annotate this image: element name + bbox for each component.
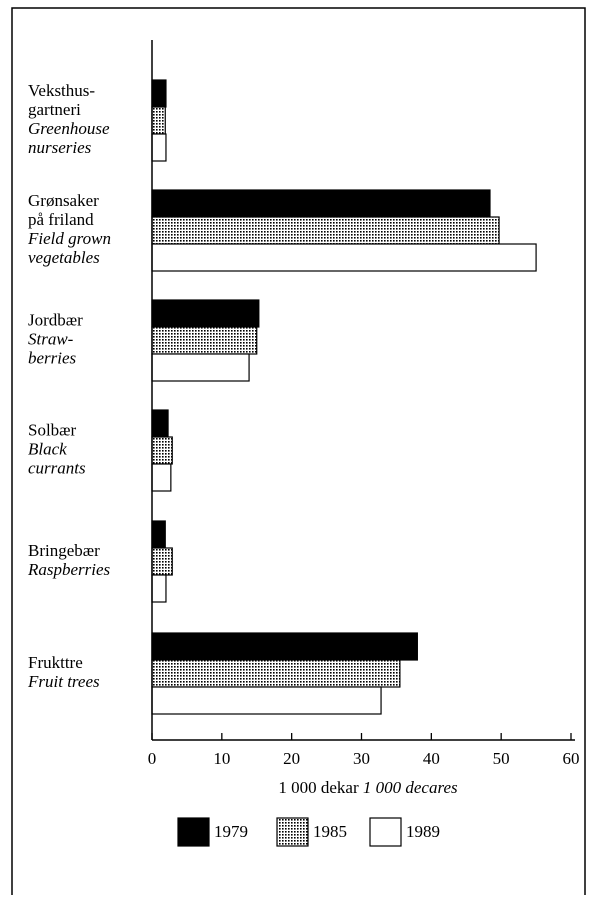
category-label: Straw- <box>28 329 74 348</box>
category-label: Field grown <box>27 229 111 248</box>
category-label: Jordbær <box>28 310 83 329</box>
category-label: Greenhouse <box>28 119 110 138</box>
x-tick-label: 0 <box>148 749 157 768</box>
legend-swatch <box>177 817 210 847</box>
category-label: berries <box>28 348 77 367</box>
category-label: Raspberries <box>27 560 111 579</box>
category-label: Black <box>28 439 67 458</box>
x-tick-label: 40 <box>423 749 440 768</box>
category-label: vegetables <box>28 248 100 267</box>
frame <box>11 7 586 895</box>
bar <box>151 189 491 218</box>
bar <box>151 686 382 715</box>
x-axis-label: 1 000 dekar 1 000 decares <box>278 778 458 797</box>
legend-swatch <box>369 817 402 847</box>
bar <box>151 216 500 245</box>
bar <box>151 326 258 355</box>
bar <box>151 106 166 135</box>
x-tick-label: 50 <box>493 749 510 768</box>
bar <box>151 574 167 603</box>
bar <box>151 243 537 272</box>
bar <box>151 659 401 688</box>
x-tick-label: 30 <box>353 749 370 768</box>
legend-label: 1989 <box>406 822 440 841</box>
x-tick-label: 10 <box>213 749 230 768</box>
x-label-english: 1 000 decares <box>363 778 458 797</box>
bar <box>151 632 418 661</box>
legend-label: 1985 <box>313 822 347 841</box>
category-label: Frukttre <box>28 653 83 672</box>
bar <box>151 463 172 492</box>
category-label: nurseries <box>28 138 92 157</box>
category-label: Bringebær <box>28 541 100 560</box>
category-label: Veksthus- <box>28 81 95 100</box>
bar <box>151 299 260 328</box>
category-label: på friland <box>28 210 94 229</box>
category-label: gartneri <box>28 100 81 119</box>
legend-swatch <box>276 817 309 847</box>
bar <box>151 79 167 108</box>
x-tick-label: 60 <box>563 749 580 768</box>
bar <box>151 133 167 162</box>
bar <box>151 353 250 382</box>
bar <box>151 436 173 465</box>
bar <box>151 547 173 576</box>
x-label-norwegian: 1 000 dekar <box>278 778 359 797</box>
category-label: currants <box>28 458 86 477</box>
category-label: Grønsaker <box>28 191 99 210</box>
bar <box>151 520 166 549</box>
bar <box>151 409 169 438</box>
x-tick-label: 20 <box>283 749 300 768</box>
legend-label: 1979 <box>214 822 248 841</box>
category-label: Fruit trees <box>27 672 100 691</box>
category-label: Solbær <box>28 420 77 439</box>
